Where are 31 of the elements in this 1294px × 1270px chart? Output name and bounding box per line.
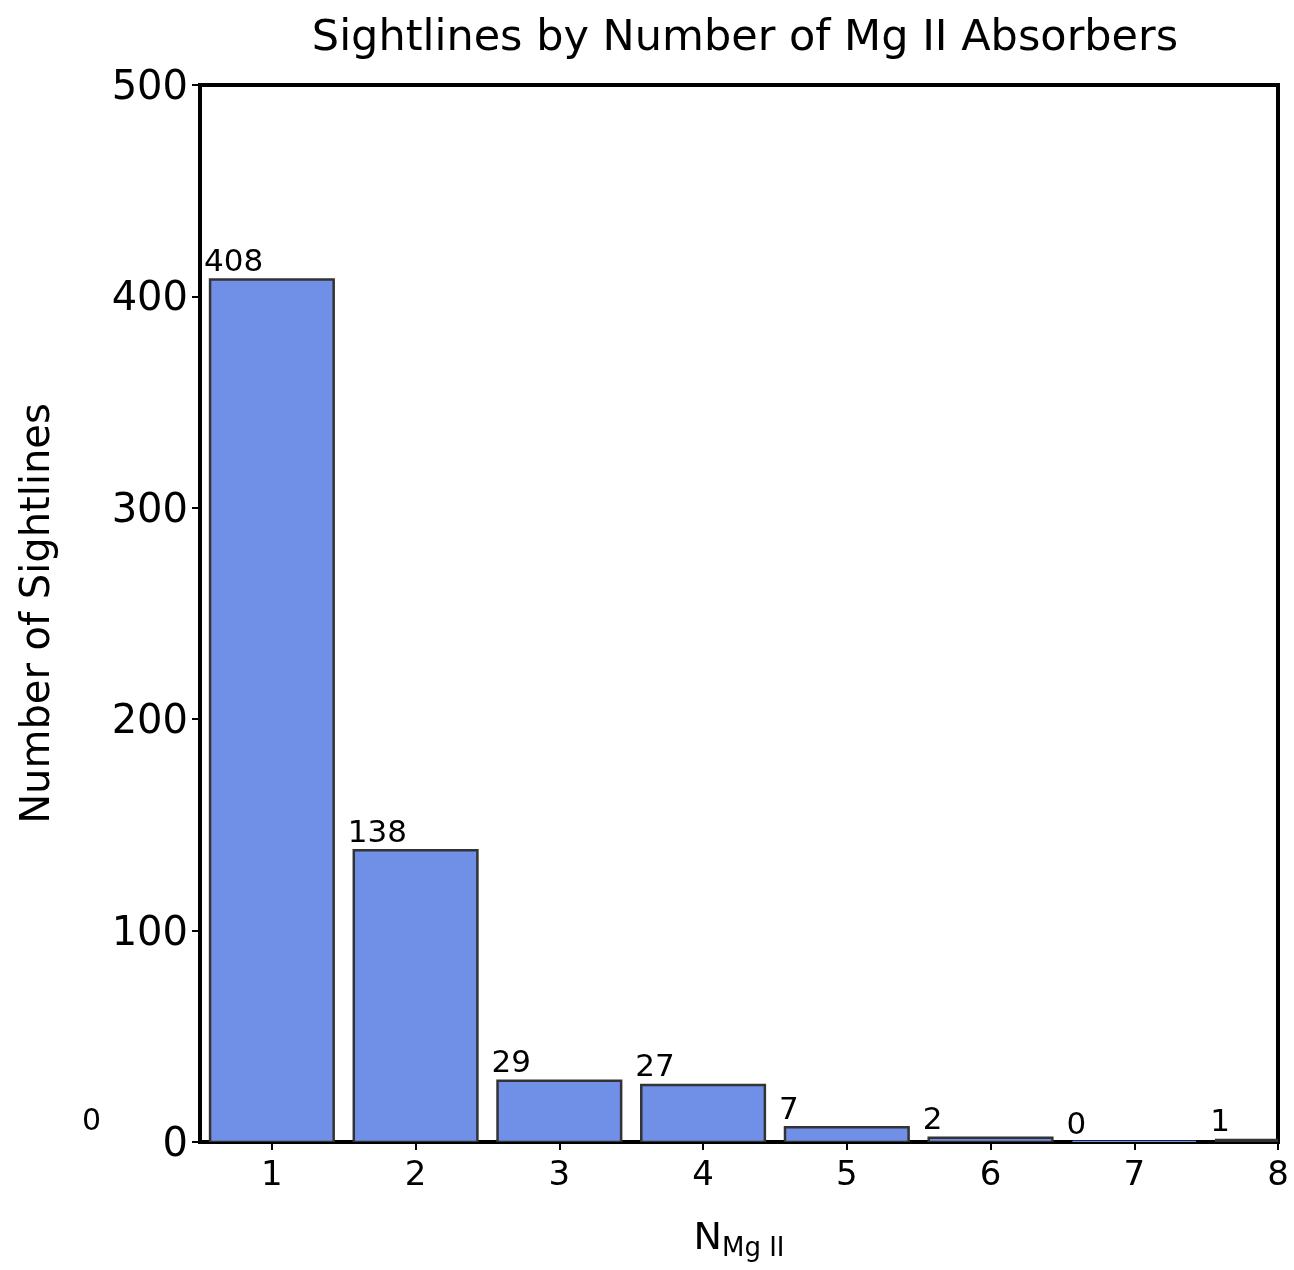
bar <box>352 849 479 1142</box>
text: 0 <box>82 1101 102 1137</box>
x-tick-label: 1 <box>261 1153 283 1193</box>
x-tick-label: 8 <box>1267 1153 1289 1193</box>
bar <box>927 1136 1054 1142</box>
x-tick-label: 3 <box>548 1153 571 1193</box>
data-label: 27 <box>635 1047 675 1084</box>
y-tick-label: 100 <box>111 907 188 954</box>
bar <box>208 278 335 1142</box>
x-tick-label: 7 <box>1123 1153 1146 1193</box>
chart-title: Sightlines by Number of Mg II Absorbers <box>311 9 1179 60</box>
bar <box>783 1125 910 1142</box>
data-label: 138 <box>347 812 407 849</box>
y-tick-label: 400 <box>111 273 188 320</box>
x-tick-label: 6 <box>979 1153 1002 1193</box>
data-label: 7 <box>778 1089 799 1126</box>
x-tick-label: 2 <box>404 1153 427 1193</box>
y-tick-label: 500 <box>111 62 188 108</box>
bar <box>496 1079 623 1142</box>
data-label: 1 <box>1210 1102 1230 1139</box>
y-tick-label: 300 <box>111 484 188 531</box>
x-tick-label: 5 <box>835 1153 858 1193</box>
y-tick-label: 0 <box>162 1119 188 1165</box>
bar <box>640 1083 767 1142</box>
data-label: 408 <box>204 241 264 278</box>
y-tick-label: 200 <box>111 696 188 743</box>
x-tick-label: 4 <box>692 1153 714 1193</box>
data-label: 2 <box>922 1100 943 1137</box>
y-axis-title: Number of Sightlines <box>12 403 58 824</box>
data-label: 29 <box>491 1043 531 1080</box>
data-label: 0 <box>1066 1104 1087 1141</box>
